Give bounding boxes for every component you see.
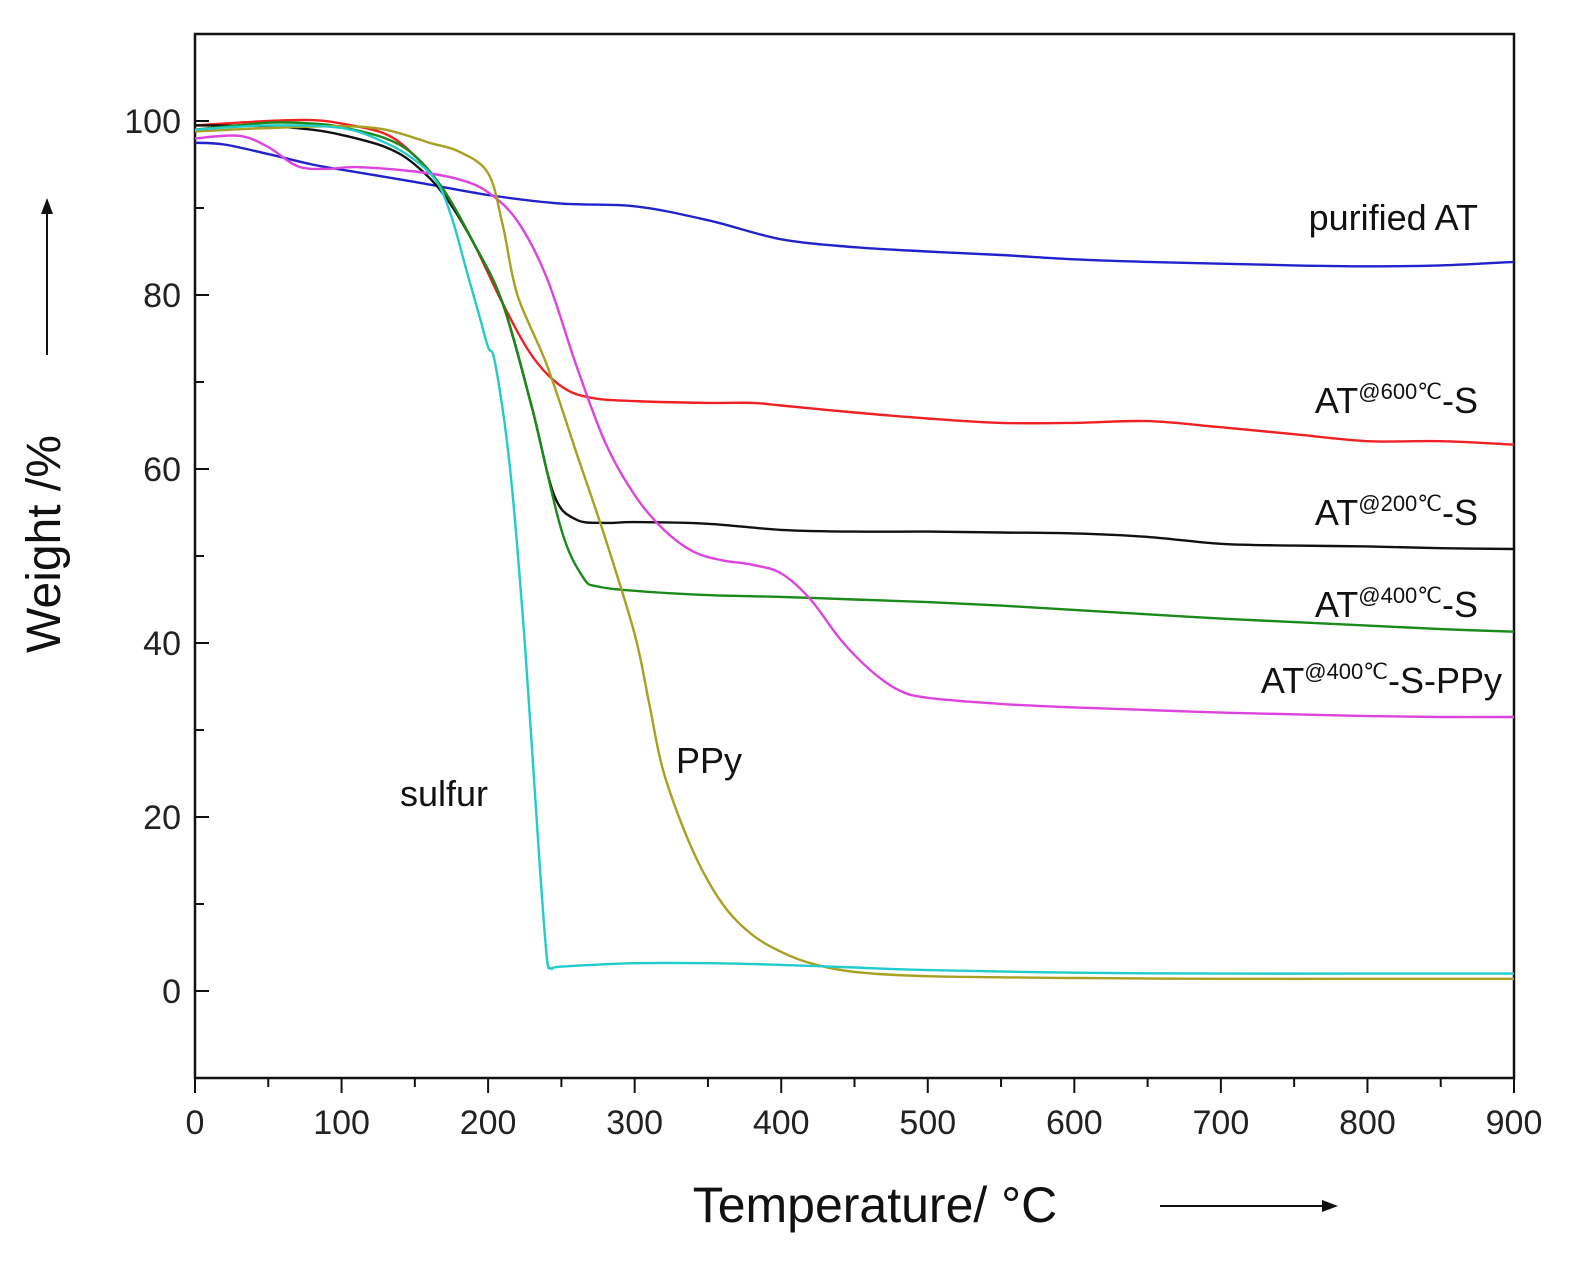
x-tick-label: 900 [1486,1104,1543,1142]
series-label-at-400-s: AT@400℃-S [1315,583,1478,625]
series-label-part: -S-PPy [1388,660,1502,701]
x-tick-label: 0 [186,1104,205,1142]
y-direction-arrow-icon [41,198,53,355]
x-direction-arrow-icon [1160,1200,1338,1212]
plot-area [193,32,1516,1080]
x-tick-label: 600 [1046,1104,1103,1142]
series-labels: purified ATAT@600℃-SAT@200℃-SAT@400℃-SAT… [400,197,1502,814]
series-label-at-400-s-ppy: AT@400℃-S-PPy [1261,659,1502,701]
x-tick-label: 700 [1193,1104,1250,1142]
series-label-part: AT [1315,584,1358,625]
series-label-part: @200℃ [1358,491,1442,516]
series-label-part: @400℃ [1358,583,1442,608]
series-label-ppy: PPy [676,740,742,781]
x-axis-ticks: 0 100 200 300 400 500 600 700 800 900 [186,1078,1543,1142]
series-label-part: @400℃ [1304,659,1388,684]
series-lines [194,118,1515,981]
series-label-part: sulfur [400,773,488,814]
series-line-purified-at [194,141,1515,268]
series-label-at-600-s: AT@600℃-S [1315,379,1478,421]
y-axis-ticks: 0 20 40 60 80 100 [124,33,209,1079]
series-line-at-600-s [194,118,1515,446]
x-tick-label: 200 [460,1104,517,1142]
series-label-part: AT [1315,380,1358,421]
series-label-purified-at: purified AT [1309,197,1478,238]
series-line-at-200-s [194,124,1515,551]
series-line-at-400-s [194,121,1515,633]
y-tick-label: 40 [143,625,181,663]
series-label-part: PPy [676,740,742,781]
series-label-sulfur: sulfur [400,773,488,814]
y-tick-label: 0 [162,973,181,1011]
x-tick-label: 100 [313,1104,370,1142]
series-label-part: -S [1442,584,1478,625]
series-line-ppy [194,124,1514,981]
series-label-part: -S [1442,492,1478,533]
x-axis-title: Temperature/ °C [693,1177,1058,1233]
y-tick-label: 100 [124,103,181,141]
series-line-sulfur [194,124,1514,975]
y-axis-title: Weight /% [18,435,71,653]
series-line-at-400-s-ppy [194,134,1515,719]
series-label-part: AT [1315,492,1358,533]
series-label-part: -S [1442,380,1478,421]
y-tick-label: 60 [143,451,181,489]
series-label-at-200-s: AT@200℃-S [1315,491,1478,533]
series-label-part: purified AT [1309,197,1478,238]
x-tick-label: 500 [899,1104,956,1142]
plot-frame [193,32,1516,1080]
y-tick-label: 80 [143,277,181,315]
x-tick-label: 400 [753,1104,810,1142]
x-tick-label: 800 [1339,1104,1396,1142]
series-label-part: AT [1261,660,1304,701]
x-tick-label: 300 [606,1104,663,1142]
y-tick-label: 20 [143,799,181,837]
series-label-part: @600℃ [1358,379,1442,404]
